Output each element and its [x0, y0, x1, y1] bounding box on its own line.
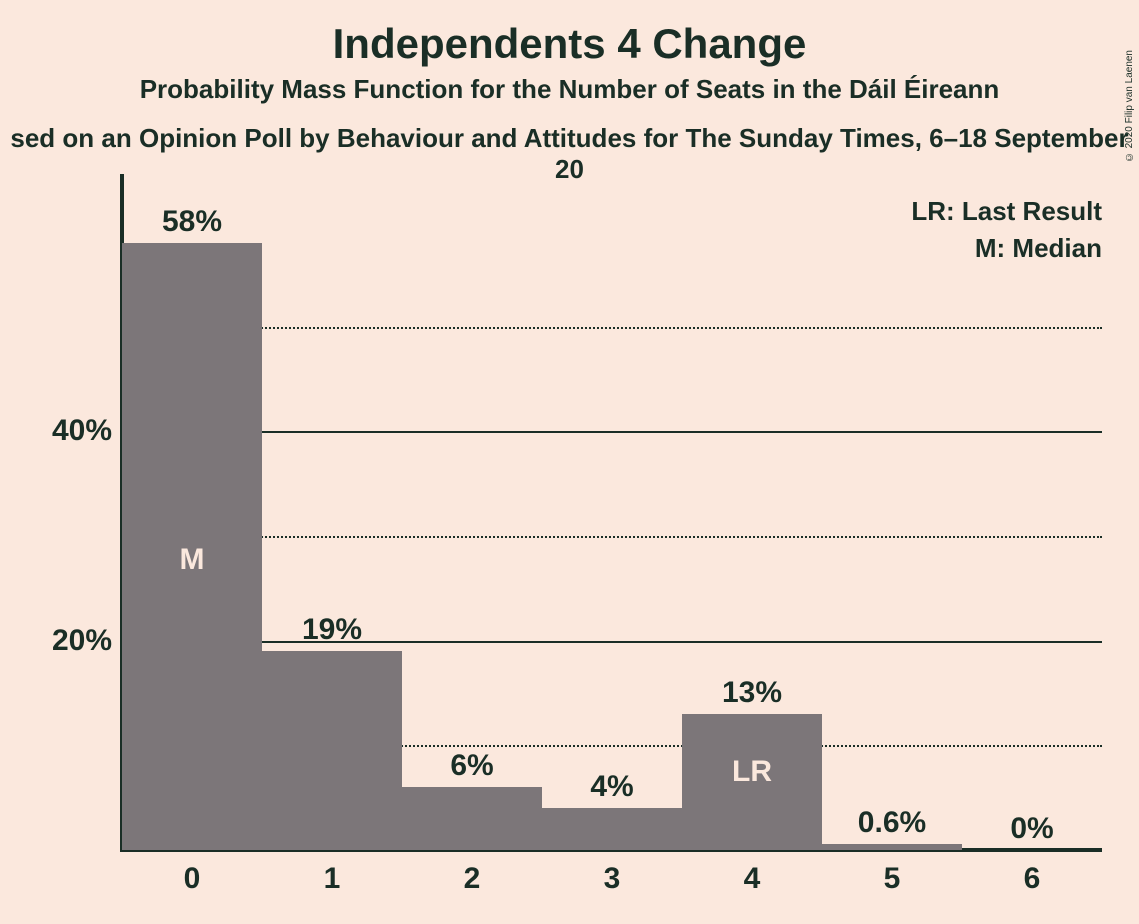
gridline-minor [122, 327, 1102, 329]
bar-value-label: 4% [590, 770, 633, 808]
bar: 19% [262, 651, 402, 850]
legend-m: M: Median [911, 233, 1102, 264]
bar-value-label: 58% [162, 205, 222, 243]
legend: LR: Last Result M: Median [911, 196, 1102, 264]
gridline-minor [122, 536, 1102, 538]
chart-container: © 2020 Filip van Laenen Independents 4 C… [0, 0, 1139, 924]
gridline-major [122, 641, 1102, 643]
bar: 4% [542, 808, 682, 850]
x-tick-label: 3 [604, 850, 621, 896]
chart-title: Independents 4 Change [0, 20, 1139, 68]
bar: 13%LR [682, 714, 822, 850]
chart-subtitle: Probability Mass Function for the Number… [0, 74, 1139, 105]
bar: 58%M [122, 243, 262, 850]
y-tick-label: 40% [52, 414, 122, 448]
bar-value-label: 0% [1010, 812, 1053, 850]
plot-area: LR: Last Result M: Median 20%40%58%M019%… [122, 222, 1102, 850]
bar: 6% [402, 787, 542, 850]
gridline-major [122, 431, 1102, 433]
x-tick-label: 5 [884, 850, 901, 896]
bar-inner-label: LR [732, 755, 772, 789]
x-tick-label: 1 [324, 850, 341, 896]
x-tick-label: 6 [1024, 850, 1041, 896]
bar-value-label: 13% [722, 676, 782, 714]
bar-value-label: 6% [450, 749, 493, 787]
bar-inner-label: M [180, 543, 205, 577]
x-tick-label: 0 [184, 850, 201, 896]
bar-value-label: 19% [302, 613, 362, 651]
x-tick-label: 2 [464, 850, 481, 896]
bar-value-label: 0.6% [858, 806, 926, 844]
x-tick-label: 4 [744, 850, 761, 896]
y-tick-label: 20% [52, 624, 122, 658]
legend-lr: LR: Last Result [911, 196, 1102, 227]
copyright-text: © 2020 Filip van Laenen [1124, 50, 1135, 162]
chart-source: sed on an Opinion Poll by Behaviour and … [0, 123, 1139, 185]
